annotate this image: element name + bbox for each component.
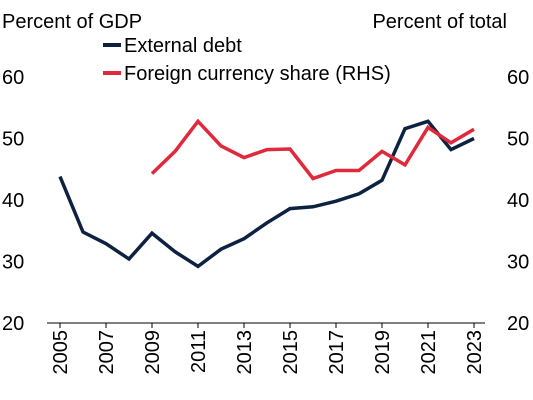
left-axis-title: Percent of GDP [2, 11, 142, 33]
x-tick-label: 2015 [280, 330, 302, 375]
x-axis: 2005 2007 2009 2011 2013 2015 2017 2019 2021 2023 [50, 323, 486, 375]
left-y-tick-label: 60 [2, 67, 24, 89]
x-tick-label: 2005 [50, 330, 72, 375]
right-y-tick-label: 50 [507, 129, 529, 151]
x-tick-label: 2017 [326, 330, 348, 375]
right-y-tick-label: 60 [507, 67, 529, 89]
left-y-axis: 20 30 40 50 60 [2, 67, 24, 335]
series-layer [58, 118, 475, 269]
right-y-tick-label: 30 [507, 252, 529, 274]
x-tick-label: 2007 [96, 330, 118, 375]
series-line [58, 119, 475, 269]
right-y-tick-label: 40 [507, 190, 529, 212]
x-tick-label: 2009 [142, 330, 164, 375]
x-tick-label: 2011 [188, 330, 210, 373]
left-y-tick-label: 30 [2, 252, 24, 274]
legend-label: External debt [124, 35, 242, 57]
series-line [150, 118, 475, 181]
left-y-tick-label: 20 [2, 313, 24, 335]
right-y-axis: 20 30 40 50 60 [507, 67, 529, 335]
x-tick-label: 2021 [418, 330, 440, 375]
legend-label: Foreign currency share (RHS) [124, 63, 391, 85]
legend: External debt Foreign currency share (RHS… [103, 35, 391, 85]
left-y-tick-label: 50 [2, 129, 24, 151]
left-y-tick-label: 40 [2, 190, 24, 212]
x-tick-label: 2013 [234, 330, 256, 375]
x-tick-label: 2019 [372, 330, 394, 375]
right-y-tick-label: 20 [507, 313, 529, 335]
right-axis-title: Percent of total [372, 11, 507, 33]
x-tick-label: 2023 [464, 330, 486, 375]
